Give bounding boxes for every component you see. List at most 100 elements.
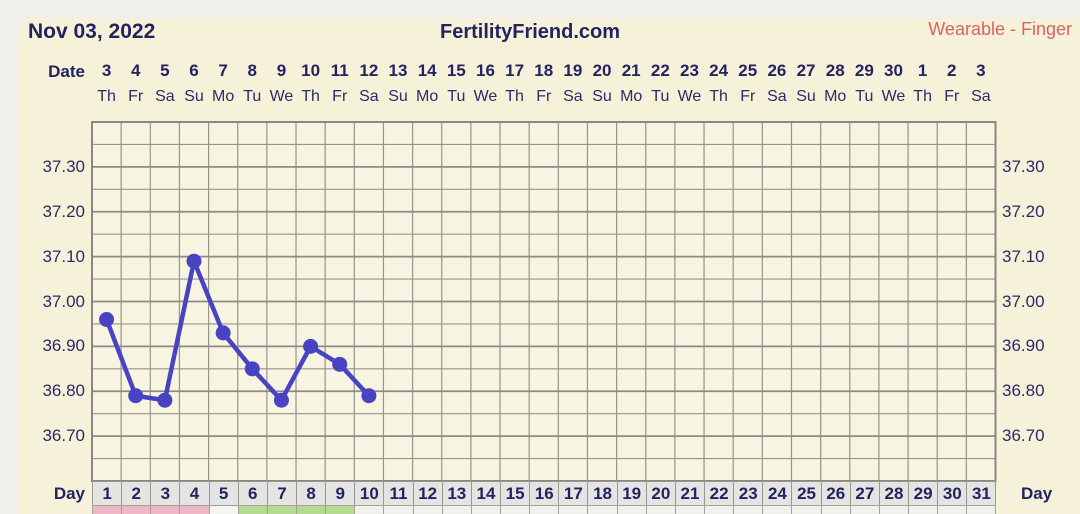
cycle-day-cell[interactable]: 29 [908, 481, 939, 506]
cycle-day-cell[interactable]: 9 [325, 481, 356, 506]
cycle-day-cell[interactable]: 14 [470, 481, 502, 506]
phase-band-cell [529, 505, 560, 514]
cycle-day-cell[interactable]: 13 [441, 481, 472, 506]
weekday-label: Mo [212, 88, 235, 105]
phase-band-cell [441, 505, 472, 514]
weekday-label: Fr [944, 88, 960, 105]
temperature-point[interactable] [186, 253, 202, 269]
date-number: 9 [276, 61, 287, 80]
phase-band-cell [383, 505, 414, 514]
temperature-point[interactable] [332, 356, 348, 372]
phase-band-cell [937, 505, 968, 514]
cycle-day-cell[interactable]: 19 [616, 481, 647, 506]
cycle-day-cell[interactable]: 5 [208, 481, 239, 506]
weekday-label: We [677, 88, 702, 105]
phase-band-cell-menses [179, 505, 210, 514]
cycle-day-cell[interactable]: 8 [296, 481, 327, 506]
phase-band-cell-fertile [266, 505, 297, 514]
cycle-day-cell[interactable]: 26 [820, 481, 851, 506]
phase-band-cell [849, 505, 880, 514]
phase-band-cell-fertile [237, 505, 268, 514]
temperature-point[interactable] [273, 392, 289, 408]
weekday-label: We [881, 88, 906, 105]
cycle-day-cell[interactable]: 30 [937, 481, 968, 506]
date-number: 18 [534, 61, 554, 80]
weekday-label: Fr [128, 88, 144, 105]
weekday-label: Tu [447, 88, 466, 105]
temperature-point[interactable] [99, 311, 115, 327]
temp-tick-right: 37.30 [1002, 156, 1045, 176]
date-number: 3 [101, 61, 112, 80]
temp-tick-left: 37.20 [42, 201, 85, 221]
date-number: 26 [767, 61, 787, 80]
cycle-day-cell[interactable]: 17 [558, 481, 589, 506]
cycle-day-cell[interactable]: 31 [966, 481, 997, 506]
phase-band-cell [820, 505, 851, 514]
temperature-point[interactable] [244, 361, 260, 377]
temp-tick-left: 36.70 [42, 426, 85, 446]
weekday-label: Su [592, 88, 612, 105]
cycle-day-cell[interactable]: 4 [179, 481, 210, 506]
date-axis-label: Date [48, 62, 85, 81]
phase-band-cell [704, 505, 735, 514]
cycle-day-cell[interactable]: 10 [354, 481, 385, 506]
weekday-label: Fr [332, 88, 348, 105]
temperature-point[interactable] [157, 392, 173, 408]
cycle-day-cell[interactable]: 11 [383, 481, 414, 506]
weekday-label: Mo [824, 88, 847, 105]
date-number: 3 [976, 61, 986, 80]
weekday-label: Fr [536, 88, 552, 105]
cycle-day-cell[interactable]: 27 [849, 481, 880, 506]
date-number: 19 [563, 61, 583, 80]
date-number: 21 [621, 61, 641, 80]
temperature-point[interactable] [361, 388, 377, 404]
temperature-point[interactable] [128, 388, 144, 404]
weekday-label: Mo [620, 88, 643, 105]
temperature-line [104, 258, 372, 403]
temp-tick-right: 36.90 [1002, 336, 1045, 356]
phase-band-cell [412, 505, 443, 514]
chart-date-title: Nov 03, 2022 [28, 20, 156, 43]
temp-tick-right: 36.80 [1002, 381, 1045, 401]
temp-tick-left: 37.00 [42, 291, 85, 311]
date-number: 4 [130, 61, 141, 80]
cycle-day-cell[interactable]: 18 [587, 481, 618, 506]
temperature-point[interactable] [215, 325, 231, 341]
cycle-day-cell[interactable]: 25 [791, 481, 822, 506]
weekday-label: We [269, 88, 294, 105]
temp-tick-left: 37.30 [42, 156, 85, 176]
cycle-day-cell[interactable]: 12 [412, 481, 443, 506]
cycle-day-cell[interactable]: 21 [674, 481, 706, 506]
cycle-day-cell[interactable]: 6 [237, 481, 268, 506]
phase-band-cell-menses [150, 505, 181, 514]
weekday-label: Tu [243, 88, 262, 105]
cycle-day-cell[interactable]: 22 [704, 481, 735, 506]
weekday-label: Sa [563, 88, 583, 105]
cycle-day-cell[interactable]: 28 [878, 481, 910, 506]
cycle-day-cell[interactable]: 1 [92, 481, 123, 506]
weekday-label: Tu [855, 88, 874, 105]
weekday-label: Th [505, 88, 524, 105]
phase-band-cell [354, 505, 385, 514]
date-number: 28 [825, 61, 845, 80]
weekday-label: Su [184, 88, 204, 105]
cycle-day-cell[interactable]: 7 [266, 481, 297, 506]
phase-band-cell [645, 505, 676, 514]
date-number: 25 [738, 61, 758, 80]
date-number: 22 [650, 61, 670, 80]
weekday-label: Sa [155, 88, 175, 105]
cycle-day-cell[interactable]: 20 [645, 481, 676, 506]
cycle-day-cell[interactable]: 16 [529, 481, 560, 506]
cycle-day-cell[interactable]: 24 [762, 481, 793, 506]
cycle-day-cell[interactable]: 3 [150, 481, 181, 506]
sensor-type-label: Wearable - Finger [928, 19, 1072, 39]
cycle-day-cell[interactable]: 2 [121, 481, 152, 506]
cycle-day-cell[interactable]: 15 [500, 481, 531, 506]
cycle-day-cell[interactable]: 23 [733, 481, 764, 506]
temp-tick-left: 36.90 [42, 336, 85, 356]
date-number: 11 [330, 61, 349, 80]
temperature-point[interactable] [303, 338, 319, 354]
temp-tick-right: 37.20 [1002, 201, 1045, 221]
phase-band-cell [908, 505, 939, 514]
